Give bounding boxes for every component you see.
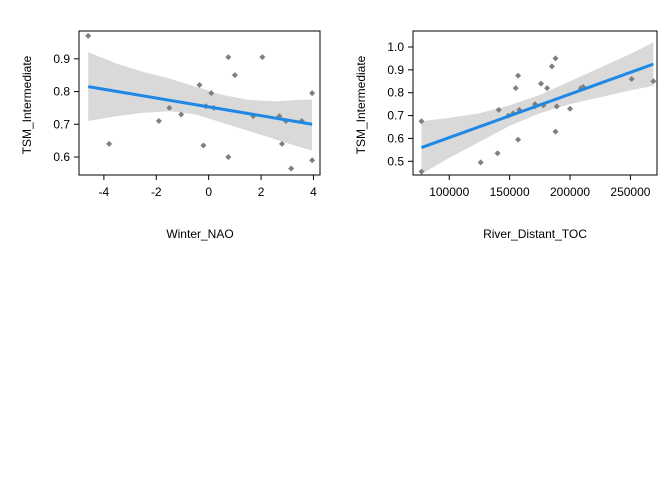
data-point (477, 159, 484, 166)
y-axis-title: TSM_Intermediate (20, 55, 34, 154)
data-point (495, 106, 502, 113)
data-point (208, 90, 215, 97)
data-point (567, 105, 574, 112)
y-tick-label: 0.8 (387, 86, 404, 100)
data-point (166, 104, 173, 111)
data-point (106, 140, 113, 147)
x-tick-label: 2 (258, 185, 265, 199)
data-point (288, 165, 295, 172)
data-point (628, 76, 635, 82)
data-point (494, 150, 501, 157)
panel-winter-nao: -4 -2 0 2 4 0.6 0.7 0.8 0.9 Winter_NAO TSM_Inter… (20, 30, 321, 241)
x-axis-title: River_Distant_TOC (483, 227, 587, 241)
y-tick-label: 0.5 (387, 154, 404, 168)
y-tick-label: 1.0 (387, 40, 404, 54)
data-point (155, 118, 162, 124)
y-tick-label: 0.9 (53, 52, 70, 66)
data-point (279, 140, 286, 147)
data-point (196, 82, 203, 88)
regression-line (420, 62, 654, 149)
data-point (548, 63, 555, 70)
x-axis-title: Winter_NAO (166, 227, 233, 241)
x-tick-label: 4 (310, 185, 317, 199)
y-tick-label: 0.6 (53, 150, 70, 164)
data-point (259, 54, 266, 61)
confidence-band (88, 52, 313, 151)
data-point (544, 85, 551, 92)
x-tick-label: 100000 (429, 185, 469, 199)
y-tick-label: 0.8 (53, 85, 70, 99)
panel-river-distant-toc: 100000 150000 200000 250000 0.5 0.6 0.7 0.8 0.9 1… (354, 30, 658, 241)
confidence-band (421, 42, 654, 174)
x-tick-label: -4 (99, 185, 110, 199)
data-point (309, 90, 316, 97)
plot-frame (78, 30, 321, 176)
data-point (553, 103, 560, 110)
data-point (538, 80, 545, 87)
data-point (231, 72, 238, 79)
data-point (650, 78, 657, 85)
data-point (85, 32, 92, 39)
data-point (515, 136, 522, 143)
regression-line (87, 85, 313, 126)
data-point (512, 85, 519, 92)
data-point (552, 128, 559, 135)
y-axis-title: TSM_Intermediate (354, 55, 368, 154)
data-point (418, 168, 425, 175)
data-point (515, 72, 522, 79)
data-point (309, 157, 316, 164)
y-tick-label: 0.9 (387, 63, 404, 77)
data-point (178, 111, 185, 118)
data-point (418, 118, 425, 125)
data-point (552, 55, 559, 62)
x-tick-label: -2 (151, 185, 162, 199)
data-point (225, 54, 232, 61)
x-tick-label: 0 (205, 185, 212, 199)
x-tick-label: 200000 (550, 185, 590, 199)
panel-plot-layer: 100000 150000 200000 250000 0.5 0.6 0.7 0.8 0.9 1… (387, 30, 658, 199)
panel-plot-layer: -4 -2 0 2 4 0.6 0.7 0.8 0.9 (53, 30, 321, 199)
x-tick-label: 250000 (610, 185, 650, 199)
y-tick-label: 0.7 (387, 109, 404, 123)
x-tick-label: 150000 (490, 185, 530, 199)
y-tick-label: 0.6 (387, 131, 404, 145)
y-tick-label: 0.7 (53, 117, 70, 131)
data-point (225, 154, 232, 160)
data-point (200, 142, 207, 149)
plot-frame (412, 30, 658, 176)
